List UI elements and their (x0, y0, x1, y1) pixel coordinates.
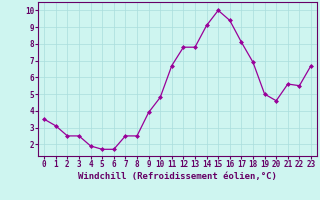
X-axis label: Windchill (Refroidissement éolien,°C): Windchill (Refroidissement éolien,°C) (78, 172, 277, 181)
